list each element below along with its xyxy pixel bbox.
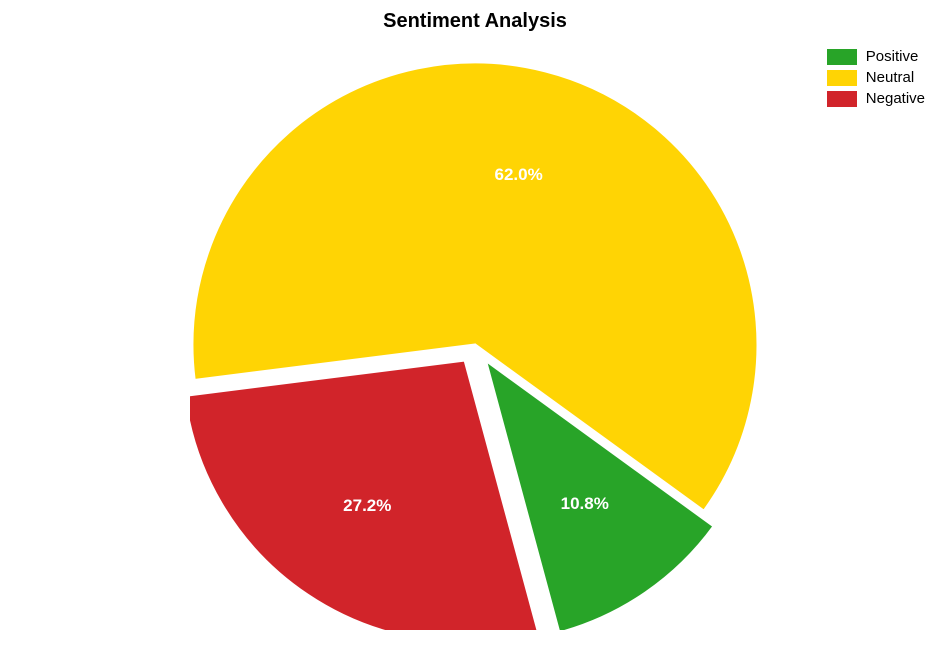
legend: Positive Neutral Negative bbox=[827, 48, 925, 111]
slice-label-positive: 10.8% bbox=[561, 494, 609, 514]
pie-chart: 10.8% 62.0% 27.2% bbox=[190, 60, 760, 630]
chart-title: Sentiment Analysis bbox=[383, 10, 567, 33]
chart-container: Sentiment Analysis 10.8% 62.0% 27.2% Posit… bbox=[0, 0, 950, 662]
legend-item-negative: Negative bbox=[827, 90, 925, 107]
slice-label-neutral: 62.0% bbox=[495, 165, 543, 185]
legend-label-negative: Negative bbox=[866, 90, 925, 107]
legend-swatch-negative bbox=[827, 91, 857, 107]
legend-swatch-neutral bbox=[827, 70, 857, 86]
legend-item-neutral: Neutral bbox=[827, 69, 925, 86]
legend-label-neutral: Neutral bbox=[866, 69, 914, 86]
legend-label-positive: Positive bbox=[866, 48, 919, 65]
slice-label-negative: 27.2% bbox=[343, 496, 391, 516]
legend-item-positive: Positive bbox=[827, 48, 925, 65]
legend-swatch-positive bbox=[827, 49, 857, 65]
pie-svg bbox=[190, 60, 760, 630]
